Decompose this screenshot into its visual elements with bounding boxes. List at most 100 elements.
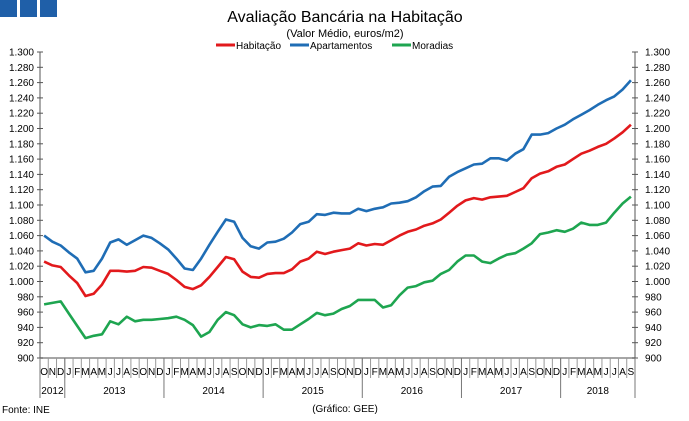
month-label: A <box>586 367 593 378</box>
month-label: A <box>289 367 296 378</box>
year-label: 2017 <box>500 386 523 397</box>
y-tick-label-right: 980 <box>645 292 662 303</box>
month-label: O <box>40 367 48 378</box>
month-label: A <box>322 367 329 378</box>
month-label: F <box>372 367 378 378</box>
month-label: O <box>139 367 147 378</box>
month-label: J <box>66 367 71 378</box>
y-tick-label-right: 1.220 <box>645 109 670 120</box>
y-tick-label: 1.120 <box>9 185 34 196</box>
y-tick-label: 940 <box>17 323 34 334</box>
y-tick-label: 1.080 <box>9 216 34 227</box>
month-label: J <box>166 367 171 378</box>
legend-label: Habitação <box>236 41 281 52</box>
month-label: J <box>562 367 567 378</box>
chart-title: Avaliação Bancária na Habitação <box>227 9 463 26</box>
month-label: N <box>49 367 56 378</box>
month-label: J <box>405 367 410 378</box>
y-tick-label: 900 <box>17 354 34 365</box>
y-tick-label: 980 <box>17 292 34 303</box>
y-tick-label-right: 1.140 <box>645 170 670 181</box>
y-tick-label-right: 920 <box>645 338 662 349</box>
month-label: S <box>132 367 139 378</box>
y-tick-label-right: 1.000 <box>645 277 670 288</box>
y-tick-label: 920 <box>17 338 34 349</box>
month-label: J <box>612 367 617 378</box>
y-tick-label-right: 1.060 <box>645 231 670 242</box>
y-tick-label-right: 1.120 <box>645 185 670 196</box>
credit-note: (Gráfico: GEE) <box>312 404 378 415</box>
month-label: S <box>231 367 238 378</box>
month-label: J <box>463 367 468 378</box>
month-label: M <box>577 367 585 378</box>
y-tick-label: 1.200 <box>9 124 34 135</box>
y-tick-label: 1.140 <box>9 170 34 181</box>
month-label: J <box>414 367 419 378</box>
series-line-habitação <box>43 123 632 298</box>
month-label: A <box>487 367 494 378</box>
month-label: M <box>197 367 205 378</box>
month-label: S <box>628 367 635 378</box>
y-tick-label-right: 1.080 <box>645 216 670 227</box>
month-label: N <box>247 367 254 378</box>
year-label: 2016 <box>401 386 424 397</box>
month-label: O <box>536 367 544 378</box>
y-tick-label: 1.060 <box>9 231 34 242</box>
y-tick-label: 1.180 <box>9 139 34 150</box>
month-label: M <box>379 367 387 378</box>
logo <box>0 0 57 17</box>
y-tick-label-right: 1.260 <box>645 78 670 89</box>
y-tick-label-right: 1.020 <box>645 262 670 273</box>
month-label: J <box>306 367 311 378</box>
y-tick-label-right: 1.160 <box>645 155 670 166</box>
month-label: D <box>553 367 560 378</box>
month-label: O <box>239 367 247 378</box>
month-label: A <box>223 367 230 378</box>
y-tick-label: 1.040 <box>9 246 34 257</box>
month-label: A <box>421 367 428 378</box>
y-tick-label-right: 1.280 <box>645 63 670 74</box>
chart-subtitle: (Valor Médio, euros/m2) <box>286 28 403 40</box>
month-label: F <box>471 367 477 378</box>
month-label: J <box>604 367 609 378</box>
month-label: M <box>280 367 288 378</box>
month-label: F <box>173 367 179 378</box>
month-label: F <box>272 367 278 378</box>
month-label: J <box>116 367 121 378</box>
month-label: J <box>215 367 220 378</box>
month-label: M <box>98 367 106 378</box>
month-label: A <box>388 367 395 378</box>
y-tick-label-right: 1.180 <box>645 139 670 150</box>
month-label: M <box>494 367 502 378</box>
month-label: M <box>594 367 602 378</box>
month-label: D <box>255 367 262 378</box>
y-tick-label-right: 1.200 <box>645 124 670 135</box>
month-label: N <box>346 367 353 378</box>
month-label: N <box>445 367 452 378</box>
y-tick-label-right: 1.300 <box>645 48 670 59</box>
month-label: J <box>364 367 369 378</box>
month-label: M <box>395 367 403 378</box>
month-label: F <box>570 367 576 378</box>
y-tick-label: 1.020 <box>9 262 34 273</box>
month-label: O <box>437 367 445 378</box>
month-label: A <box>520 367 527 378</box>
year-label: 2015 <box>302 386 325 397</box>
y-tick-label-right: 1.040 <box>645 246 670 257</box>
y-tick-label-right: 1.240 <box>645 93 670 104</box>
month-label: M <box>478 367 486 378</box>
y-tick-label-right: 940 <box>645 323 662 334</box>
legend: Habitação Apartamentos Moradias <box>216 41 453 52</box>
y-tick-label: 1.300 <box>9 48 34 59</box>
month-label: N <box>148 367 155 378</box>
y-tick-label: 1.160 <box>9 155 34 166</box>
year-label: 2018 <box>587 386 610 397</box>
y-tick-label-right: 960 <box>645 308 662 319</box>
y-tick-label: 1.000 <box>9 277 34 288</box>
month-label: N <box>545 367 552 378</box>
month-label: J <box>265 367 270 378</box>
month-label: D <box>454 367 461 378</box>
month-label: A <box>619 367 626 378</box>
y-tick-label: 1.240 <box>9 93 34 104</box>
legend-label: Apartamentos <box>310 41 372 52</box>
